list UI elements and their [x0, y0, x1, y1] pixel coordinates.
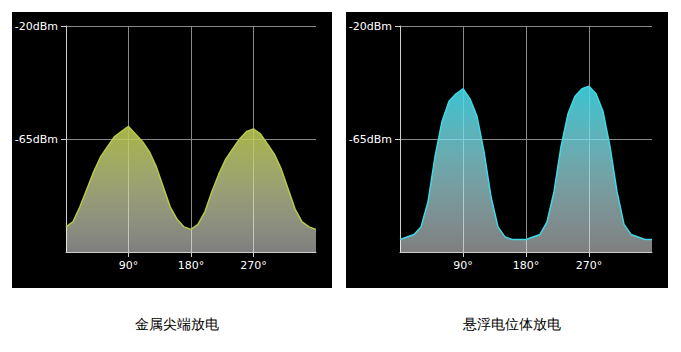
svg-text:90°: 90° [453, 259, 473, 272]
svg-text:-20dBm: -20dBm [349, 20, 392, 33]
svg-text:-20dBm: -20dBm [15, 20, 58, 33]
svg-text:90°: 90° [119, 259, 139, 272]
svg-text:270°: 270° [576, 259, 603, 272]
svg-text:-65dBm: -65dBm [15, 133, 58, 146]
svg-text:180°: 180° [513, 259, 540, 272]
svg-text:270°: 270° [240, 259, 267, 272]
svg-text:悬浮电位体放电: 悬浮电位体放电 [462, 316, 561, 332]
svg-text:金属尖端放电: 金属尖端放电 [135, 316, 219, 332]
svg-text:-65dBm: -65dBm [349, 133, 392, 146]
svg-text:180°: 180° [178, 259, 205, 272]
